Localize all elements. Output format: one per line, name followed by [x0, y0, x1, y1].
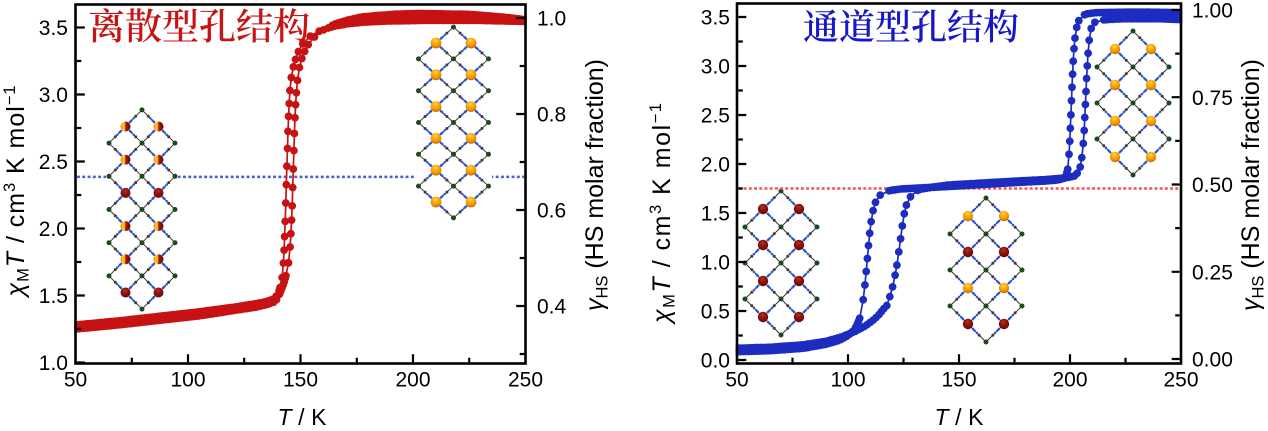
svg-text:1.0: 1.0 [39, 352, 68, 375]
svg-text:T / K: T / K [278, 404, 328, 426]
svg-text:0.8: 0.8 [537, 104, 566, 127]
svg-text:0.0: 0.0 [701, 350, 730, 373]
svg-text:50: 50 [725, 369, 748, 392]
svg-text:χMT / cm3 K mol−1: χMT / cm3 K mol−1 [1, 86, 33, 299]
svg-text:0.50: 0.50 [1192, 174, 1233, 197]
svg-text:γHS (HS molar fraction): γHS (HS molar fraction) [581, 59, 612, 311]
svg-text:1.0: 1.0 [701, 252, 730, 275]
svg-text:2.0: 2.0 [39, 218, 68, 241]
svg-text:0.25: 0.25 [1192, 261, 1233, 284]
svg-text:T / K: T / K [935, 404, 985, 426]
svg-text:0.75: 0.75 [1192, 87, 1233, 110]
svg-text:200: 200 [1052, 369, 1087, 392]
svg-text:2.5: 2.5 [701, 105, 730, 128]
svg-text:γHS (HS molar fraction): γHS (HS molar fraction) [1237, 59, 1268, 311]
svg-text:250: 250 [1163, 369, 1198, 392]
svg-text:0.5: 0.5 [701, 301, 730, 324]
svg-text:100: 100 [830, 369, 865, 392]
svg-text:200: 200 [395, 369, 430, 392]
svg-text:1.5: 1.5 [701, 203, 730, 226]
svg-text:2.5: 2.5 [39, 151, 68, 174]
svg-text:150: 150 [941, 369, 976, 392]
svg-text:3.0: 3.0 [39, 84, 68, 107]
svg-text:0.00: 0.00 [1192, 349, 1233, 372]
svg-text:1.0: 1.0 [537, 8, 566, 31]
svg-text:0.4: 0.4 [537, 296, 567, 319]
svg-text:3.5: 3.5 [39, 17, 68, 40]
svg-text:100: 100 [170, 369, 205, 392]
svg-text:1.5: 1.5 [39, 285, 68, 308]
svg-text:250: 250 [508, 369, 543, 392]
svg-text:2.0: 2.0 [701, 154, 730, 177]
svg-text:0.6: 0.6 [537, 200, 566, 223]
svg-text:3.0: 3.0 [701, 56, 730, 79]
svg-text:50: 50 [64, 369, 87, 392]
svg-text:150: 150 [283, 369, 318, 392]
svg-text:χMT / cm3 K mol−1: χMT / cm3 K mol−1 [647, 103, 679, 325]
svg-text:3.5: 3.5 [701, 7, 730, 30]
svg-text:1.00: 1.00 [1192, 0, 1233, 23]
